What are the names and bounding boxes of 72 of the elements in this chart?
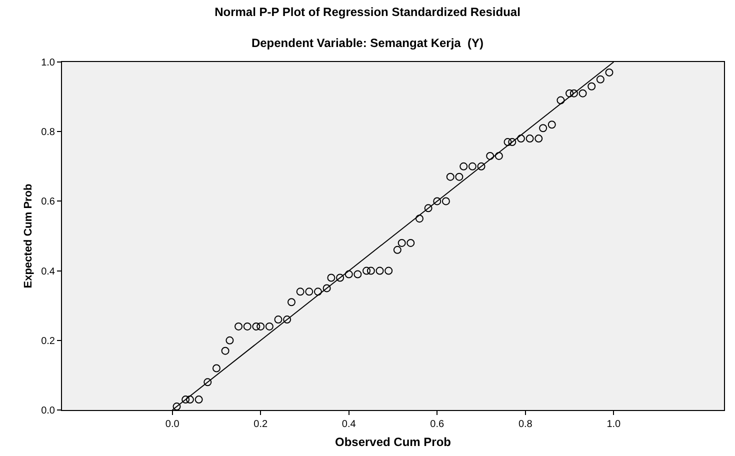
point <box>494 152 503 160</box>
point <box>354 270 362 278</box>
point <box>182 396 190 404</box>
point <box>526 134 534 143</box>
point <box>548 120 556 129</box>
point <box>442 197 450 206</box>
point <box>605 68 614 76</box>
x-tick-label: 0.6 <box>430 419 445 430</box>
point <box>486 152 494 160</box>
point <box>508 138 516 146</box>
point <box>344 270 353 278</box>
point <box>477 162 486 170</box>
point <box>265 322 274 330</box>
point <box>327 274 336 282</box>
x-tick-label: 1.0 <box>606 419 622 430</box>
x-tick-label: 0.0 <box>165 419 180 430</box>
point <box>362 266 371 275</box>
x-tick-label: 0.2 <box>254 419 268 430</box>
point <box>570 89 578 98</box>
chart-subtitle: Dependent Variable: Semangat Kerja (Y) <box>251 36 484 50</box>
point <box>446 172 454 181</box>
point <box>393 246 402 254</box>
x-axis-title: Observed Cum Prob <box>334 434 452 449</box>
point <box>234 322 243 330</box>
point <box>468 162 476 170</box>
point <box>252 322 260 330</box>
point <box>424 204 432 212</box>
point <box>186 396 194 404</box>
x-tick-label: 0.4 <box>342 419 356 430</box>
point <box>336 274 344 282</box>
y-tick-label: 0.4 <box>41 266 56 278</box>
point <box>243 322 252 330</box>
point <box>296 288 304 296</box>
point <box>406 238 415 247</box>
y-tick-label: 1.0 <box>41 58 56 68</box>
point <box>433 197 442 206</box>
y-tick-label: 0.8 <box>41 127 56 138</box>
point <box>204 378 212 386</box>
point <box>415 214 424 223</box>
y-axis-title: Expected Cum Prob <box>22 183 35 288</box>
point <box>578 89 587 98</box>
chart-title: Normal P-P Plot of Regression Standardized Residual <box>214 4 520 19</box>
y-tick-label: 0.6 <box>41 196 56 208</box>
point <box>283 316 292 324</box>
point <box>539 124 548 132</box>
point <box>566 89 574 98</box>
point <box>376 266 384 275</box>
point <box>556 96 565 104</box>
point <box>274 316 282 324</box>
point <box>516 134 525 143</box>
point <box>455 172 464 181</box>
y-tick-label: 0.0 <box>41 406 56 416</box>
point <box>534 134 543 143</box>
point <box>226 336 234 344</box>
point <box>460 162 468 170</box>
point <box>212 364 220 372</box>
point <box>504 138 512 146</box>
point <box>588 82 596 90</box>
point <box>322 284 331 292</box>
x-tick-label: 0.8 <box>518 419 533 430</box>
point <box>287 298 296 306</box>
y-tick-label: 0.2 <box>41 336 56 347</box>
point <box>194 396 203 404</box>
point <box>172 402 181 410</box>
point <box>256 322 265 330</box>
point <box>221 346 230 355</box>
point <box>398 238 406 247</box>
point <box>314 288 322 296</box>
point <box>305 288 314 296</box>
point <box>366 266 375 275</box>
point <box>384 266 393 275</box>
point <box>596 75 604 84</box>
